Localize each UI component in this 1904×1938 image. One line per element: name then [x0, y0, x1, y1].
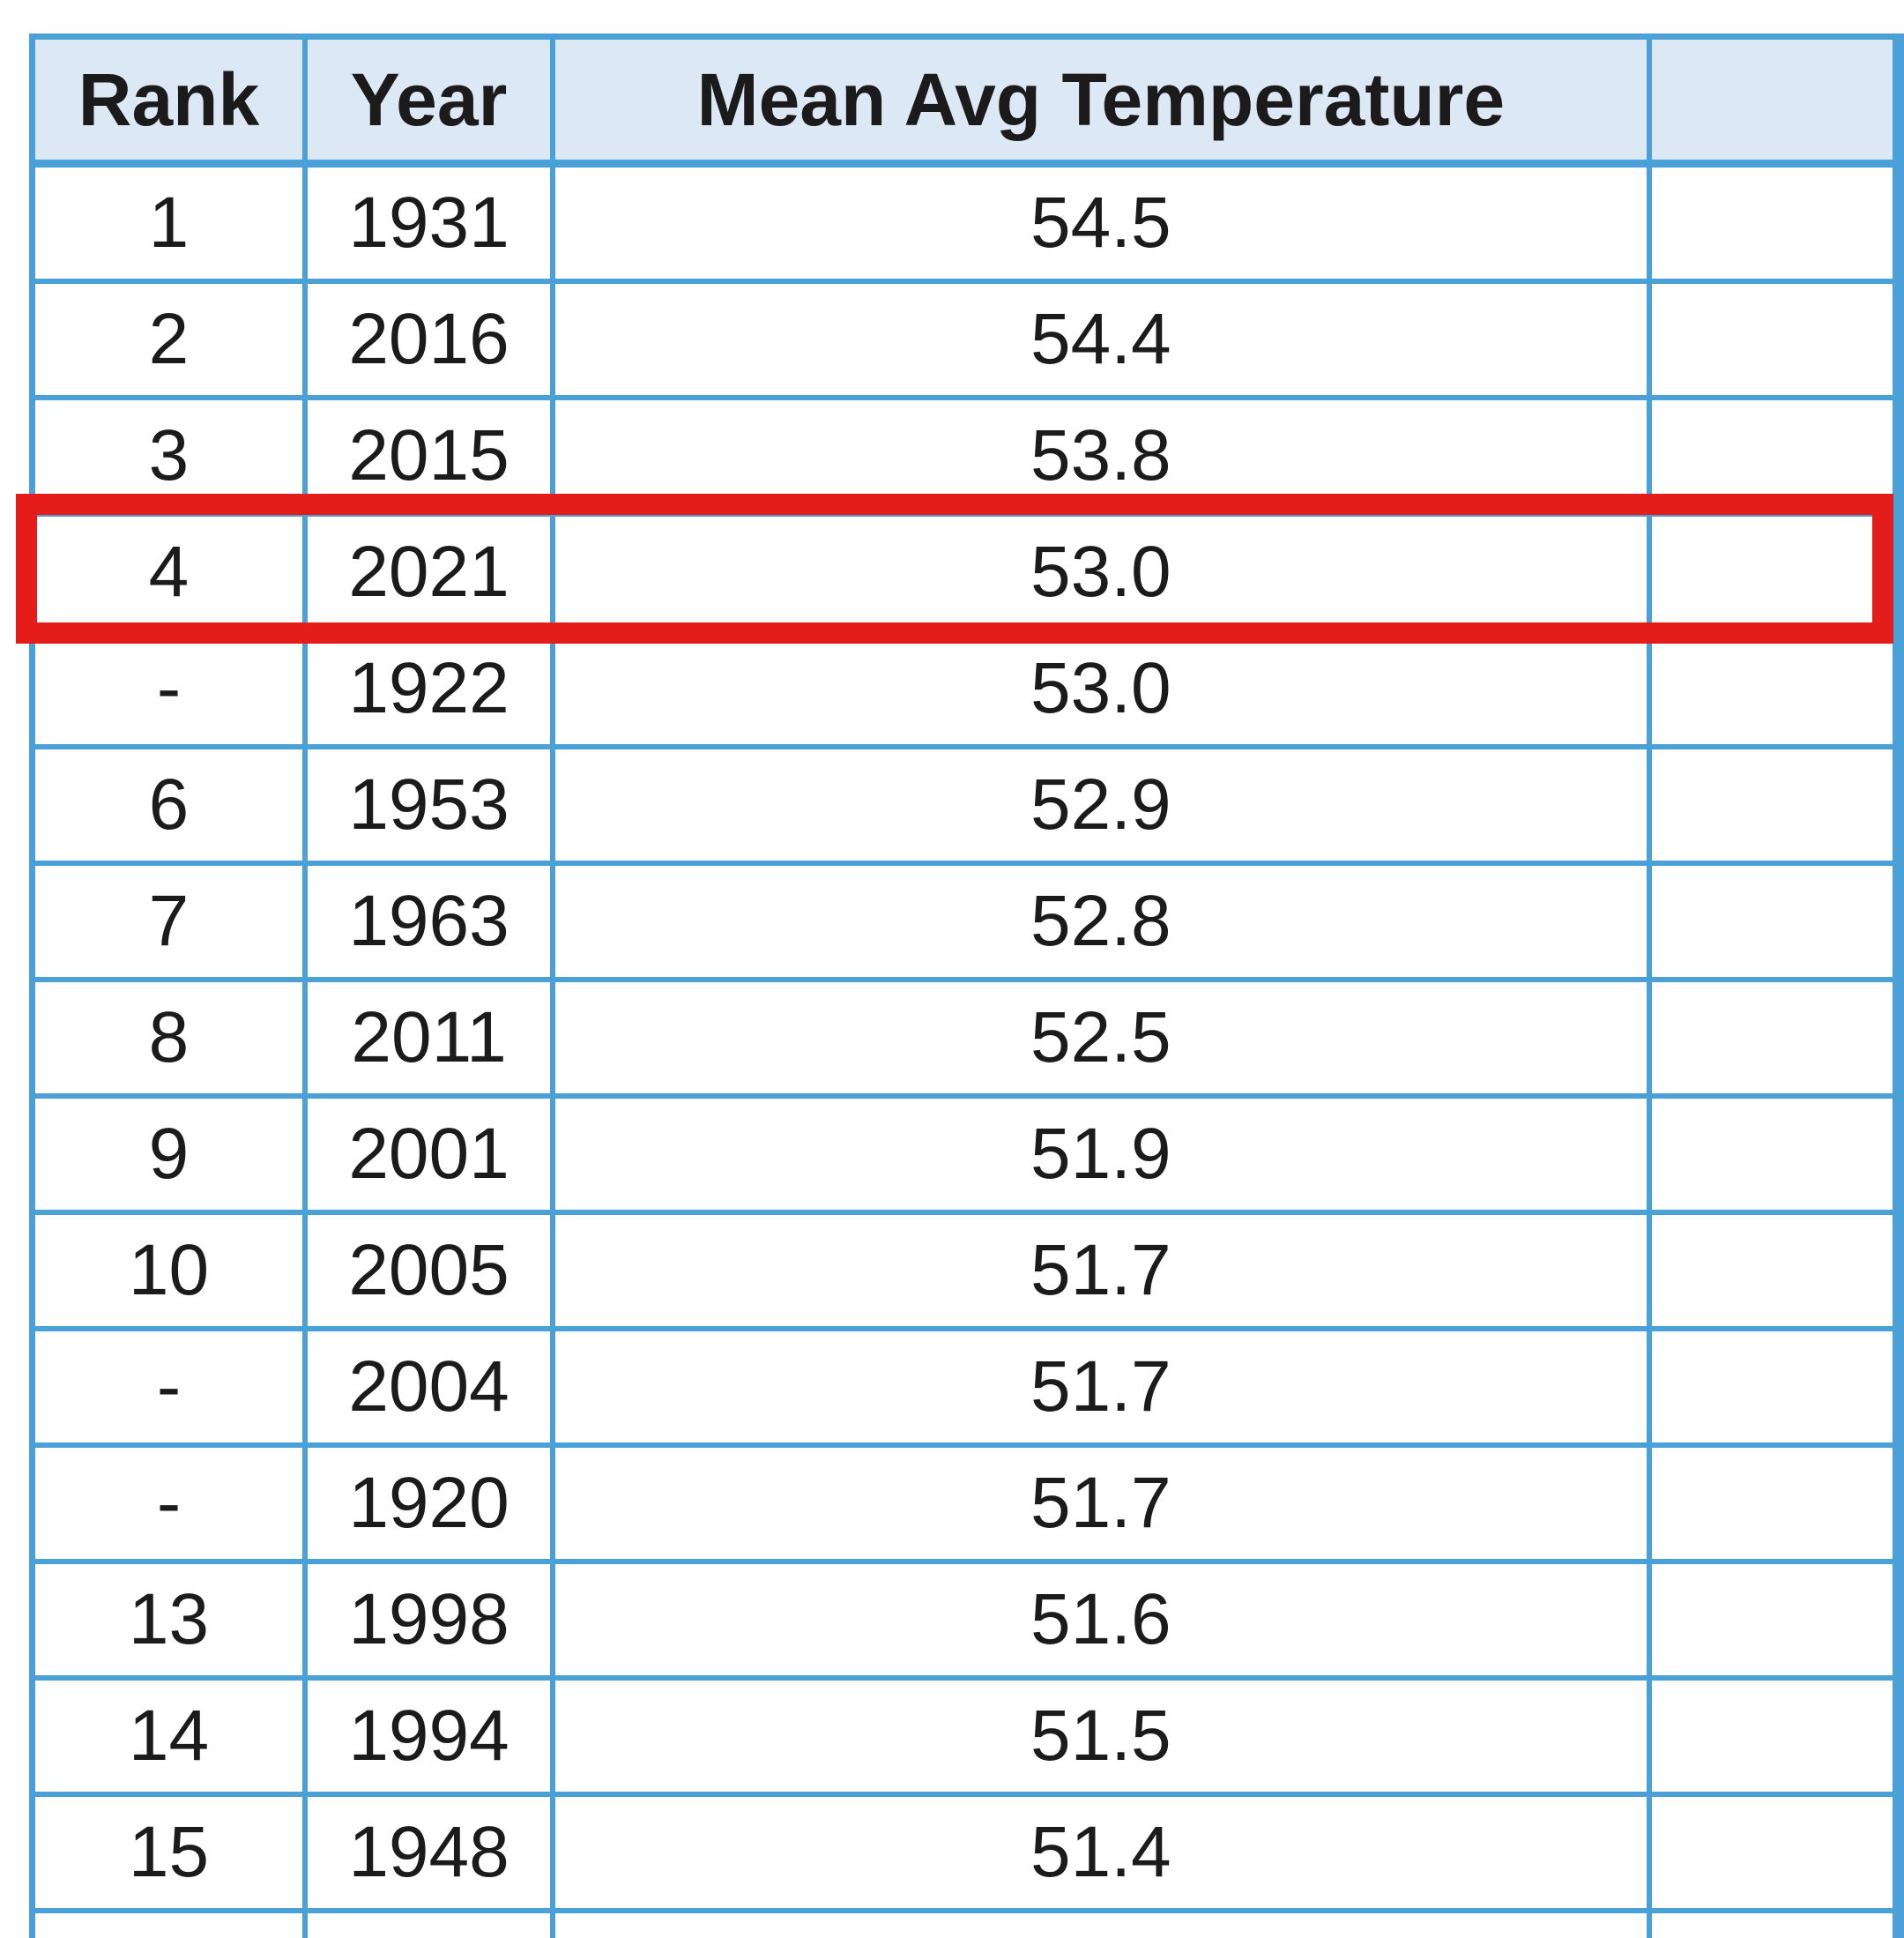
table-row: 2 2016 54.4 [35, 284, 1898, 400]
table-row: - 1922 53.0 [35, 633, 1898, 749]
table-row: 14 1994 51.5 [35, 1681, 1898, 1797]
extra-cell-cutoff [1651, 1564, 1898, 1681]
extra-cell-cutoff [1651, 982, 1898, 1099]
year-cell: 2001 [307, 1099, 556, 1215]
temp-cell: 53.0 [555, 517, 1652, 633]
rank-cell: 3 [35, 400, 308, 517]
extra-cell-cutoff [1651, 1099, 1898, 1215]
table-row: 10 2005 51.7 [35, 1215, 1898, 1331]
table-row: - 2004 51.7 [35, 1331, 1898, 1448]
extra-cell-cutoff [1651, 1681, 1898, 1797]
table-row: 9 2001 51.9 [35, 1099, 1898, 1215]
table-row: 6 1953 52.9 [35, 749, 1898, 866]
year-cell: 2021 [307, 517, 556, 633]
temp-cell: 54.4 [555, 284, 1652, 400]
temp-cell: 51.6 [555, 1564, 1652, 1681]
year-cell: 1994 [307, 1681, 556, 1797]
temp-cell: 54.5 [555, 168, 1652, 284]
rank-cell: - [35, 1448, 308, 1564]
extra-cell-cutoff [1651, 866, 1898, 982]
temp-cell: 51.7 [555, 1448, 1652, 1564]
year-cell: 2004 [307, 1331, 556, 1448]
extra-column-header-cutoff [1651, 40, 1898, 168]
extra-cell-cutoff [1651, 633, 1898, 749]
extra-cell-cutoff [1651, 1331, 1898, 1448]
extra-cell-cutoff [1651, 1913, 1898, 1938]
temperature-rank-table-wrap: Rank Year Mean Avg Temperature 1 1931 54… [29, 34, 1904, 1938]
year-cell: 1922 [307, 633, 556, 749]
rank-cell: 1 [35, 168, 308, 284]
extra-cell-cutoff [1651, 400, 1898, 517]
rank-column-header: Rank [35, 40, 308, 168]
table-row: 8 2011 52.5 [35, 982, 1898, 1099]
rank-cell: 6 [35, 749, 308, 866]
extra-cell-cutoff [1651, 168, 1898, 284]
rank-cell: 15 [35, 1797, 308, 1913]
rank-cell: 2 [35, 284, 308, 400]
year-cell: 2015 [307, 400, 556, 517]
extra-cell-cutoff [1651, 284, 1898, 400]
temp-cell: 52.8 [555, 866, 1652, 982]
year-cell: 1920 [307, 1448, 556, 1564]
table-row: 3 2015 53.8 [35, 400, 1898, 517]
rank-cell: - [35, 633, 308, 749]
table-body: 1 1931 54.5 2 2016 54.4 3 2015 53.8 4 20… [35, 168, 1898, 1938]
table-row-partial-cutoff [35, 1913, 1898, 1938]
mean-avg-temperature-column-header: Mean Avg Temperature [555, 40, 1652, 168]
highlighted-row: 4 2021 53.0 [35, 517, 1898, 633]
temperature-rank-table: Rank Year Mean Avg Temperature 1 1931 54… [35, 40, 1898, 1938]
year-cell: 2016 [307, 284, 556, 400]
rank-cell: 10 [35, 1215, 308, 1331]
extra-cell-cutoff [1651, 517, 1898, 633]
rank-cell: - [35, 1331, 308, 1448]
year-cell: 1963 [307, 866, 556, 982]
temp-cell: 51.5 [555, 1681, 1652, 1797]
year-cell: 1931 [307, 168, 556, 284]
rank-cell: 13 [35, 1564, 308, 1681]
temp-cell: 51.7 [555, 1215, 1652, 1331]
temp-cell: 52.9 [555, 749, 1652, 866]
year-cell: 2005 [307, 1215, 556, 1331]
temp-cell: 53.8 [555, 400, 1652, 517]
extra-cell-cutoff [1651, 749, 1898, 866]
rank-cell: 14 [35, 1681, 308, 1797]
year-cell [307, 1913, 556, 1938]
header-row: Rank Year Mean Avg Temperature [35, 40, 1898, 168]
temp-cell: 53.0 [555, 633, 1652, 749]
extra-cell-cutoff [1651, 1448, 1898, 1564]
temp-cell: 51.7 [555, 1331, 1652, 1448]
table-row: 13 1998 51.6 [35, 1564, 1898, 1681]
rank-cell [35, 1913, 308, 1938]
temp-cell: 52.5 [555, 982, 1652, 1099]
table-row: 15 1948 51.4 [35, 1797, 1898, 1913]
year-cell: 1953 [307, 749, 556, 866]
extra-cell-cutoff [1651, 1215, 1898, 1331]
table-row: 7 1963 52.8 [35, 866, 1898, 982]
temp-cell: 51.9 [555, 1099, 1652, 1215]
table-row: 1 1931 54.5 [35, 168, 1898, 284]
rank-cell: 7 [35, 866, 308, 982]
temp-cell [555, 1913, 1652, 1938]
rank-cell: 8 [35, 982, 308, 1099]
rank-cell: 4 [35, 517, 308, 633]
year-cell: 2011 [307, 982, 556, 1099]
year-cell: 1998 [307, 1564, 556, 1681]
year-cell: 1948 [307, 1797, 556, 1913]
extra-cell-cutoff [1651, 1797, 1898, 1913]
temp-cell: 51.4 [555, 1797, 1652, 1913]
year-column-header: Year [307, 40, 556, 168]
table-row: - 1920 51.7 [35, 1448, 1898, 1564]
rank-cell: 9 [35, 1099, 308, 1215]
